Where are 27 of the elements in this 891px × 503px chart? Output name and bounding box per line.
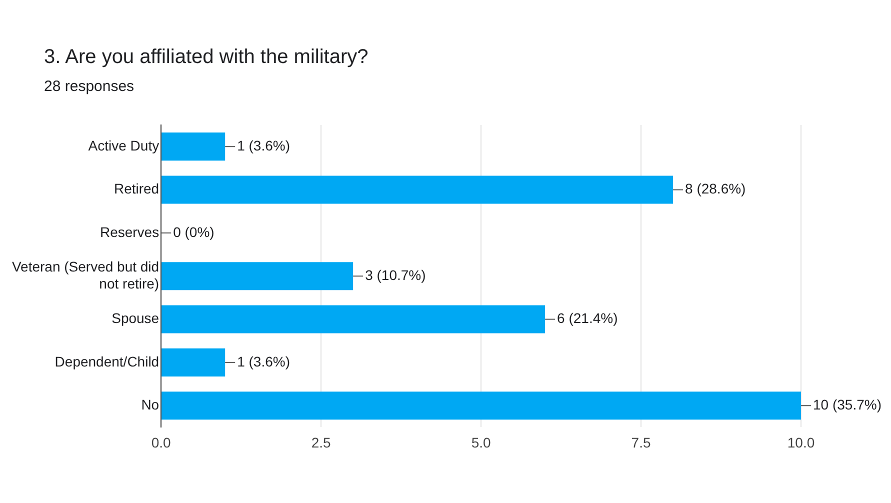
y-tick-label: Veteran (Served but did not retire) xyxy=(12,258,160,292)
data-label: 1 (3.6%) xyxy=(237,137,290,154)
data-label: 8 (28.6%) xyxy=(685,180,746,197)
data-label: 1 (3.6%) xyxy=(237,353,290,370)
data-label: 3 (10.7%) xyxy=(365,266,426,283)
y-tick-label: Spouse xyxy=(112,310,160,326)
y-tick-label: No xyxy=(141,396,160,412)
y-tick-label: Reserves xyxy=(100,224,160,240)
data-label: 0 (0%) xyxy=(173,224,214,240)
x-tick-label: 10.0 xyxy=(787,434,815,450)
x-tick-label: 5.0 xyxy=(471,434,491,450)
x-tick-label: 0.0 xyxy=(151,434,172,450)
data-label: 10 (35.7%) xyxy=(813,396,882,412)
bar xyxy=(162,262,354,290)
chart-subtitle: 28 responses xyxy=(44,78,134,95)
bar xyxy=(162,392,801,420)
chart-title: 3. Are you affiliated with the military? xyxy=(44,46,368,69)
y-tick-label: Dependent/Child xyxy=(54,353,160,370)
bar xyxy=(162,305,546,334)
y-tick-label: Active Duty xyxy=(88,137,160,154)
y-tick-label: Retired xyxy=(114,180,160,197)
bar xyxy=(162,348,226,376)
bar xyxy=(162,132,226,161)
data-label: 6 (21.4%) xyxy=(557,310,618,326)
x-tick-label: 7.5 xyxy=(631,434,651,450)
x-tick-label: 2.5 xyxy=(311,434,332,450)
bar xyxy=(162,176,674,204)
